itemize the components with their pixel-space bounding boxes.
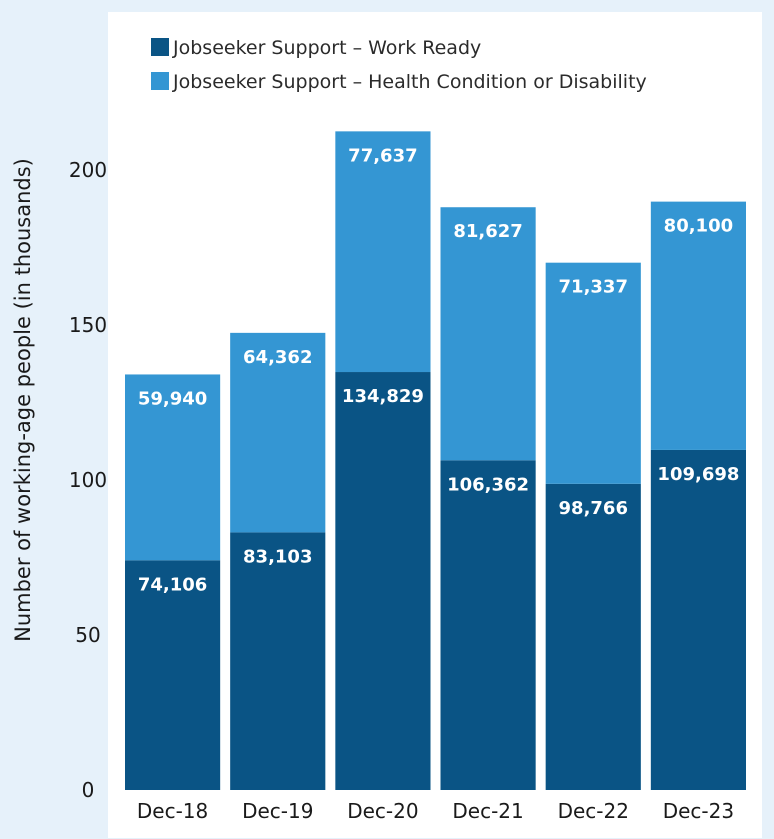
bar-value-label: 98,766 (559, 498, 628, 519)
bar-value-label: 134,829 (342, 386, 424, 407)
y-axis: 0 50 100 150 200 Number of working-age people… (11, 158, 107, 802)
bar-value-label: 59,940 (138, 388, 207, 409)
y-tick-label: 0 (82, 778, 95, 802)
x-tick-label: Dec-20 (347, 799, 418, 823)
x-axis: Dec-18 Dec-19 Dec-20 Dec-21 Dec-22 Dec-23 (137, 799, 734, 823)
bar-segment (440, 207, 536, 461)
bar-value-label: 80,100 (664, 216, 733, 237)
bar-segment (335, 131, 431, 373)
bar-value-label: 83,103 (243, 546, 312, 567)
y-axis-title: Number of working-age people (in thousan… (11, 158, 35, 642)
x-tick-label: Dec-18 (137, 799, 208, 823)
y-tick-label: 100 (69, 468, 107, 492)
bar-value-label: 64,362 (243, 347, 312, 368)
bar-value-label: 77,637 (348, 145, 417, 166)
bar-segment (230, 532, 326, 790)
bars-group: 74,106 59,940 83,103 64,362 134,829 77,637 106… (125, 131, 746, 790)
legend-label-1: Jobseeker Support – Work Ready (172, 37, 481, 59)
bar-value-label: 71,337 (559, 277, 628, 298)
bar-segment (125, 560, 221, 790)
bar-segment (545, 483, 641, 790)
bar-segment (440, 460, 536, 790)
bar-segment (545, 262, 641, 484)
legend: Jobseeker Support – Work Ready Jobseeker … (151, 37, 647, 93)
bar-value-label: 81,627 (453, 221, 522, 242)
legend-swatch-1 (151, 38, 169, 56)
legend-swatch-2 (151, 72, 169, 90)
bar-segment (650, 201, 746, 450)
y-tick-label: 150 (69, 313, 107, 337)
bar-segment (125, 374, 221, 561)
bar-segment (230, 332, 326, 533)
x-tick-label: Dec-22 (558, 799, 629, 823)
legend-label-2: Jobseeker Support – Health Condition or … (172, 71, 647, 93)
x-tick-label: Dec-19 (242, 799, 313, 823)
bar-value-label: 106,362 (447, 474, 529, 495)
y-tick-label: 50 (75, 623, 100, 647)
x-tick-label: Dec-21 (452, 799, 523, 823)
y-tick-label: 200 (69, 158, 107, 182)
bar-segment (650, 449, 746, 790)
bar-value-label: 109,698 (657, 464, 739, 485)
bar-segment (335, 372, 431, 790)
bar-value-label: 74,106 (138, 574, 207, 595)
x-tick-label: Dec-23 (663, 799, 734, 823)
